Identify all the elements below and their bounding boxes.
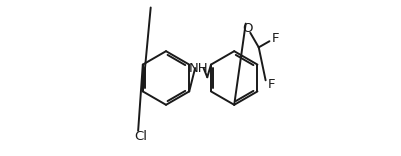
Text: NH: NH (189, 61, 209, 75)
Text: O: O (243, 22, 253, 35)
Text: Cl: Cl (134, 130, 147, 144)
Text: F: F (272, 32, 279, 45)
Text: F: F (268, 78, 275, 91)
